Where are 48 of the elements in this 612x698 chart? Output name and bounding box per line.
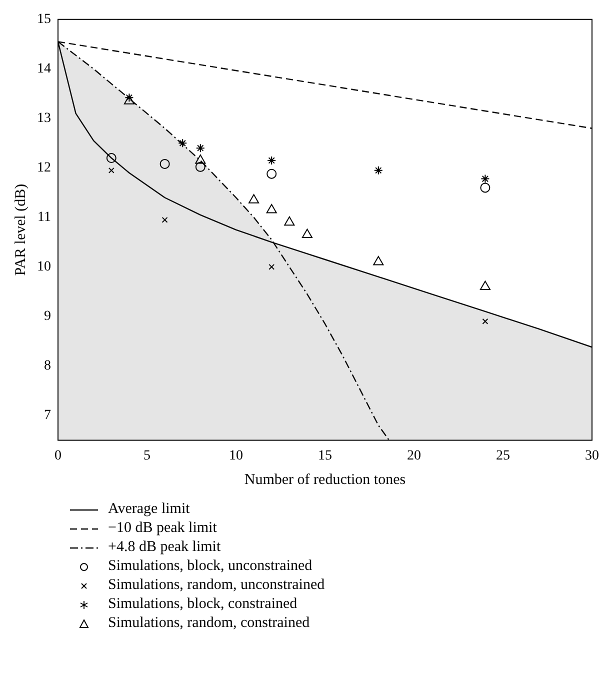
x-tick-label: 10 (229, 448, 243, 464)
point (195, 154, 206, 164)
x-tick-label: 15 (318, 448, 332, 464)
legend-label: Simulations, random, unconstrained (108, 577, 325, 594)
point (196, 144, 205, 153)
legend-label: +4.8 dB peak limit (108, 539, 221, 556)
y-tick-label: 15 (37, 12, 51, 28)
legend-label: Simulations, random, constrained (108, 615, 310, 632)
x-tick-label: 5 (144, 448, 150, 464)
point (162, 216, 168, 223)
x-tick-label: 30 (585, 448, 599, 464)
y-tick-label: 8 (44, 358, 51, 374)
legend-label: Simulations, block, constrained (108, 596, 298, 613)
y-tick-label: 12 (37, 160, 51, 176)
x-tick-label: 0 (54, 448, 62, 464)
y-tick-label: 9 (44, 309, 51, 324)
point (284, 216, 295, 226)
x-axis-title: Number of reduction tones (244, 472, 406, 488)
point (195, 162, 206, 172)
point (160, 158, 170, 169)
point (124, 93, 134, 102)
point (373, 256, 384, 266)
point (248, 194, 260, 204)
y-axis-title: PAR level (dB) (12, 184, 29, 276)
point (178, 138, 188, 148)
point (480, 174, 490, 184)
point (302, 228, 312, 238)
point (374, 166, 383, 175)
point (108, 167, 114, 174)
point (124, 95, 134, 104)
point (480, 182, 490, 193)
point (267, 156, 276, 165)
y-tick-label: 13 (37, 111, 51, 126)
y-tick-label: 11 (38, 210, 51, 226)
point (266, 168, 277, 179)
point (482, 318, 488, 324)
y-tick-label: 7 (44, 408, 51, 424)
point (106, 153, 116, 164)
legend-label: Average limit (108, 501, 190, 518)
legend-label: Simulations, block, unconstrained (108, 558, 312, 575)
y-tick-label: 14 (37, 62, 51, 77)
point (268, 264, 275, 270)
legend-label: −10 dB peak limit (108, 520, 217, 537)
point (480, 280, 490, 290)
y-tick-label: 10 (37, 260, 51, 275)
point (266, 204, 277, 214)
x-tick-label: 25 (496, 448, 510, 464)
x-tick-label: 20 (407, 448, 421, 464)
